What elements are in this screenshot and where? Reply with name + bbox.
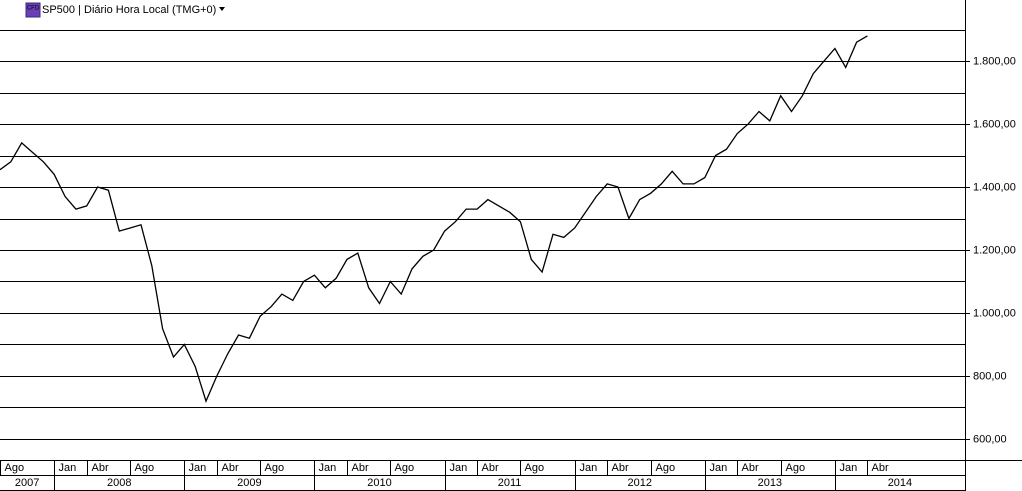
y-tick-label: 1.600,00 [973, 118, 1016, 130]
year-label: 2007 [15, 477, 39, 489]
x-tick-label: Ago [265, 462, 285, 474]
x-tick-label: Jan [580, 462, 598, 474]
x-tick-label: Jan [710, 462, 728, 474]
x-tick-label: Abr [612, 462, 629, 474]
year-label: 2008 [107, 477, 131, 489]
x-tick-label: Ago [395, 462, 415, 474]
icon[interactable] [25, 2, 41, 18]
year-label: 2014 [888, 477, 912, 489]
year-label: 2010 [367, 477, 391, 489]
year-label: 2009 [237, 477, 261, 489]
chart-title: SP500 | Diário Hora Local (TMG+0) [42, 4, 216, 16]
year-label: 2011 [498, 477, 522, 489]
y-tick-label: 1.800,00 [973, 55, 1016, 67]
year-label: 2013 [758, 477, 782, 489]
x-tick-label: Ago [656, 462, 676, 474]
y-tick-label: 800,00 [973, 370, 1007, 382]
x-tick-label: Jan [59, 462, 77, 474]
x-tick-label: Ago [786, 462, 806, 474]
y-tick-label: 1.200,00 [973, 244, 1016, 256]
x-tick-label: Jan [840, 462, 858, 474]
dropdown-arrow[interactable] [219, 7, 225, 11]
x-tick-label: Ago [5, 462, 25, 474]
x-tick-label: Abr [352, 462, 369, 474]
x-tick-label: Ago [525, 462, 545, 474]
x-tick-label: Abr [742, 462, 759, 474]
x-tick-label: Abr [92, 462, 109, 474]
price-line [0, 35, 868, 403]
y-tick-label: 600,00 [973, 433, 1007, 445]
x-tick-label: Jan [319, 462, 337, 474]
x-tick-label: Abr [222, 462, 239, 474]
x-tick-label: Abr [482, 462, 499, 474]
x-tick-label: Abr [872, 462, 889, 474]
x-tick-label: Jan [450, 462, 468, 474]
y-tick-label: 1.000,00 [973, 307, 1016, 319]
x-tick-label: Ago [135, 462, 155, 474]
y-tick-label: 1.400,00 [973, 181, 1016, 193]
year-label: 2012 [627, 477, 651, 489]
icon-text: CFD [27, 6, 40, 12]
x-tick-label: Jan [189, 462, 207, 474]
